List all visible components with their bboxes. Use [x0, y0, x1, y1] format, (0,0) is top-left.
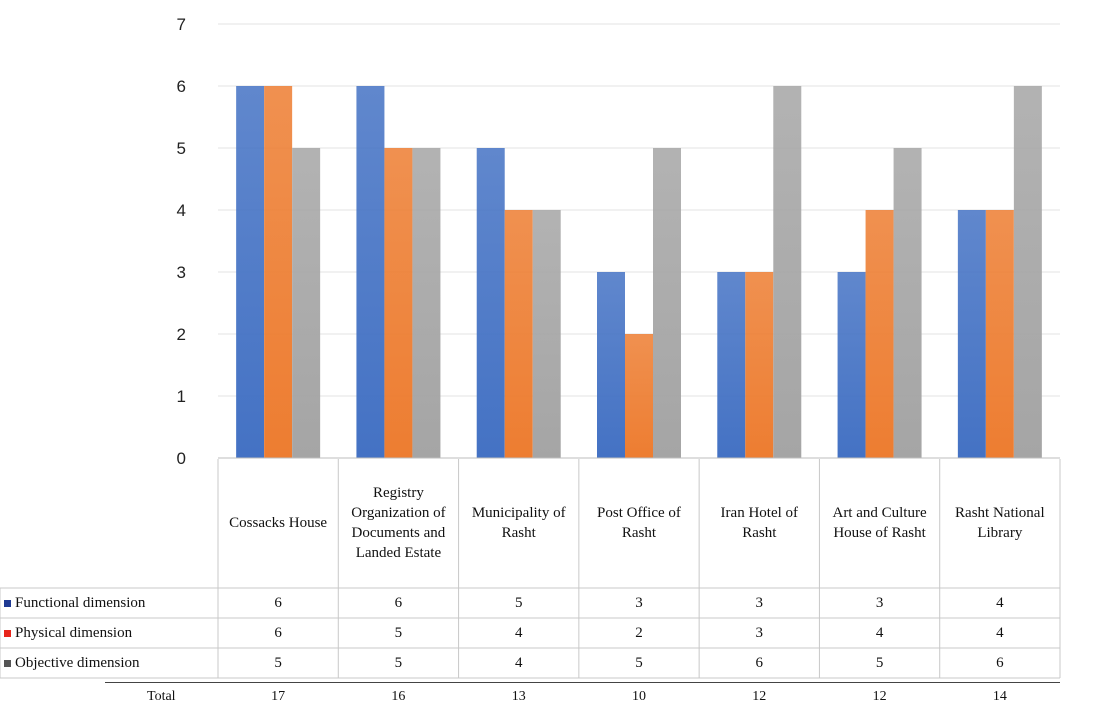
y-tick-label: 2 — [177, 325, 186, 344]
bar — [653, 148, 681, 458]
bar — [837, 272, 866, 458]
bar — [264, 86, 293, 458]
y-tick-label: 7 — [177, 15, 186, 34]
y-tick-label: 0 — [177, 449, 186, 468]
bar — [236, 86, 265, 458]
bar — [384, 148, 413, 458]
y-tick-label: 5 — [177, 139, 186, 158]
bar — [957, 210, 986, 458]
y-tick-label: 1 — [177, 387, 186, 406]
bar — [597, 272, 625, 458]
bar — [985, 210, 1014, 458]
bar — [893, 148, 922, 458]
bar — [865, 210, 894, 458]
bar — [292, 148, 321, 458]
y-tick-label: 6 — [177, 77, 186, 96]
bar — [412, 148, 441, 458]
bar — [532, 210, 561, 458]
bar — [717, 272, 746, 458]
bar — [356, 86, 385, 458]
y-tick-label: 3 — [177, 263, 186, 282]
bar — [773, 86, 802, 458]
bar — [504, 210, 533, 458]
bar — [745, 272, 774, 458]
bar — [476, 148, 505, 458]
y-tick-label: 4 — [177, 201, 186, 220]
bar — [625, 334, 653, 458]
bar — [1013, 86, 1042, 458]
